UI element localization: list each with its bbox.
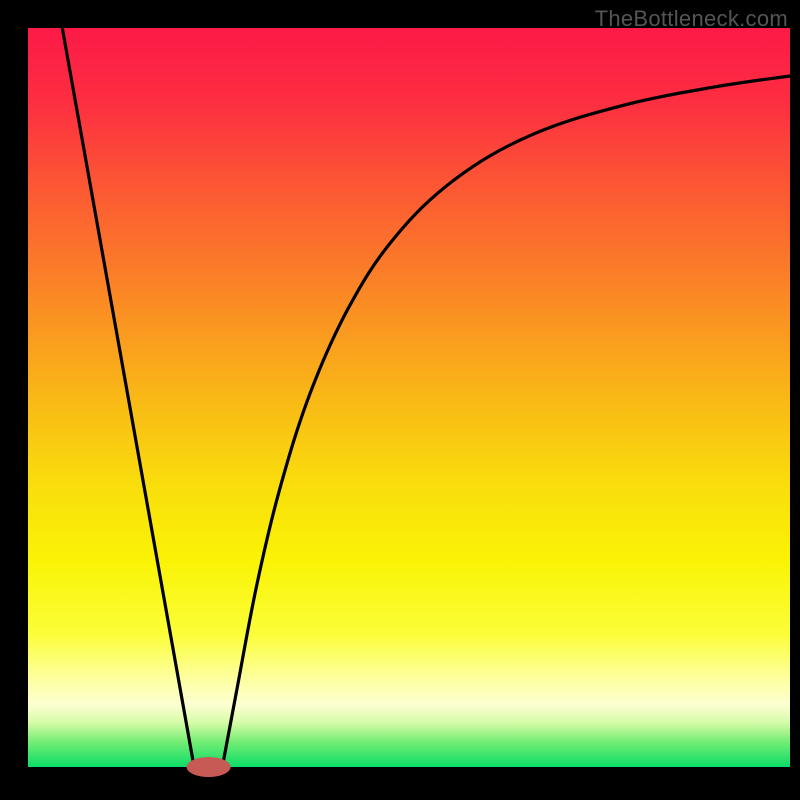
plot-svg [0, 0, 800, 800]
gradient-background [28, 28, 790, 767]
watermark-text: TheBottleneck.com [595, 6, 788, 32]
optimal-marker [187, 757, 231, 777]
root-container: TheBottleneck.com [0, 0, 800, 800]
